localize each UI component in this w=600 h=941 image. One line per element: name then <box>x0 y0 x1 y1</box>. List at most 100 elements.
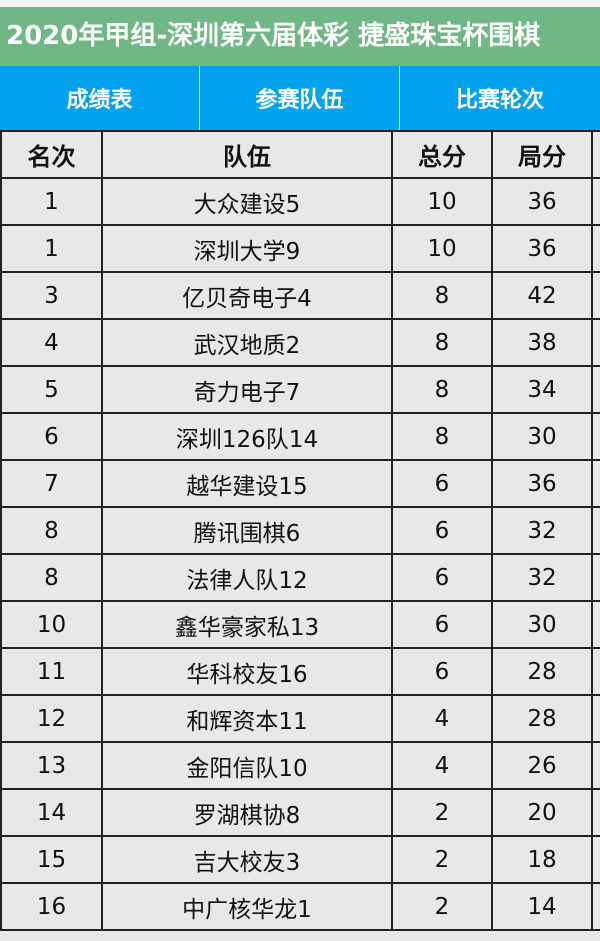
table-row[interactable]: 3 亿贝奇电子4 8 42 <box>0 271 600 320</box>
points-cell: 8 <box>391 365 493 414</box>
game-points-cell: 32 <box>491 553 593 602</box>
points-cell: 4 <box>391 694 493 743</box>
table-row[interactable]: 10 鑫华豪家私13 6 30 <box>0 600 600 649</box>
header-extra <box>591 130 600 179</box>
rank-cell: 13 <box>0 741 103 790</box>
game-points-cell: 28 <box>491 694 593 743</box>
rank-cell: 4 <box>0 318 103 367</box>
game-points-cell: 30 <box>491 412 593 461</box>
extra-cell <box>591 271 600 320</box>
game-points-cell: 34 <box>491 365 593 414</box>
tab-teams[interactable]: 参赛队伍 <box>200 66 400 130</box>
team-cell: 罗湖棋协8 <box>101 788 393 837</box>
extra-cell <box>591 177 600 226</box>
table-row[interactable]: 1 深圳大学9 10 36 <box>0 224 600 273</box>
extra-cell <box>591 694 600 743</box>
game-points-cell: 14 <box>491 882 593 931</box>
table-row[interactable]: 1 大众建设5 10 36 <box>0 177 600 226</box>
points-cell: 2 <box>391 835 493 884</box>
extra-cell <box>591 882 600 931</box>
table-row[interactable]: 16 中广核华龙1 2 14 <box>0 882 600 931</box>
team-cell: 法律人队12 <box>101 553 393 602</box>
header-points: 总分 <box>391 130 493 179</box>
table-row[interactable]: 13 金阳信队10 4 26 <box>0 741 600 790</box>
points-cell: 10 <box>391 177 493 226</box>
header-game-points: 局分 <box>491 130 593 179</box>
table-row[interactable]: 14 罗湖棋协8 2 20 <box>0 788 600 837</box>
table-row[interactable]: 7 越华建设15 6 36 <box>0 459 600 508</box>
points-cell: 4 <box>391 741 493 790</box>
rank-cell: 10 <box>0 600 103 649</box>
rank-cell: 1 <box>0 224 103 273</box>
tab-rounds[interactable]: 比赛轮次 <box>455 88 544 113</box>
points-cell: 10 <box>391 224 493 273</box>
extra-cell <box>591 741 600 790</box>
points-cell: 6 <box>391 553 493 602</box>
rank-cell: 8 <box>0 553 103 602</box>
rank-cell: 7 <box>0 459 103 508</box>
team-cell: 吉大校友3 <box>101 835 393 884</box>
table-header: 名次 队伍 总分 局分 <box>0 130 600 179</box>
table-row[interactable]: 4 武汉地质2 8 38 <box>0 318 600 367</box>
game-points-cell: 28 <box>491 647 593 696</box>
table-row[interactable]: 8 腾讯围棋6 6 32 <box>0 506 600 555</box>
rank-cell: 8 <box>0 506 103 555</box>
table-row[interactable]: 8 法律人队12 6 32 <box>0 553 600 602</box>
extra-cell <box>591 835 600 884</box>
game-points-cell: 26 <box>491 741 593 790</box>
points-cell: 8 <box>391 271 493 320</box>
extra-cell <box>591 647 600 696</box>
extra-cell <box>591 506 600 555</box>
team-cell: 和辉资本11 <box>101 694 393 743</box>
table-row[interactable]: 15 吉大校友3 2 18 <box>0 835 600 884</box>
team-cell: 深圳大学9 <box>101 224 393 273</box>
team-cell: 亿贝奇电子4 <box>101 271 393 320</box>
extra-cell <box>591 224 600 273</box>
points-cell: 6 <box>391 506 493 555</box>
rank-cell: 3 <box>0 271 103 320</box>
header-rank: 名次 <box>0 130 103 179</box>
team-cell: 越华建设15 <box>101 459 393 508</box>
standings-table: 名次 队伍 总分 局分 1 大众建设5 10 36 1 深圳大学9 10 36 3 亿贝奇电子4 8… <box>0 130 600 931</box>
game-points-cell: 32 <box>491 506 593 555</box>
game-points-cell: 36 <box>491 224 593 273</box>
points-cell: 2 <box>391 882 493 931</box>
table-row[interactable]: 5 奇力电子7 8 34 <box>0 365 600 414</box>
extra-cell <box>591 459 600 508</box>
table-row[interactable]: 11 华科校友16 6 28 <box>0 647 600 696</box>
points-cell: 2 <box>391 788 493 837</box>
team-cell: 金阳信队10 <box>101 741 393 790</box>
game-points-cell: 18 <box>491 835 593 884</box>
rank-cell: 12 <box>0 694 103 743</box>
extra-cell <box>591 600 600 649</box>
status-strip <box>0 0 600 7</box>
team-cell: 奇力电子7 <box>101 365 393 414</box>
points-cell: 6 <box>391 647 493 696</box>
team-cell: 大众建设5 <box>101 177 393 226</box>
table-row[interactable]: 6 深圳126队14 8 30 <box>0 412 600 461</box>
game-points-cell: 20 <box>491 788 593 837</box>
header-team: 队伍 <box>101 130 393 179</box>
game-points-cell: 42 <box>491 271 593 320</box>
team-cell: 武汉地质2 <box>101 318 393 367</box>
tab-bar: 成绩表 参赛队伍 比赛轮次 <box>0 66 600 130</box>
page-title: 2020年甲组-深圳第六届体彩 捷盛珠宝杯围棋 <box>0 7 600 66</box>
game-points-cell: 36 <box>491 459 593 508</box>
team-cell: 深圳126队14 <box>101 412 393 461</box>
extra-cell <box>591 788 600 837</box>
rank-cell: 14 <box>0 788 103 837</box>
extra-cell <box>591 553 600 602</box>
points-cell: 6 <box>391 459 493 508</box>
extra-cell <box>591 318 600 367</box>
table-row[interactable]: 12 和辉资本11 4 28 <box>0 694 600 743</box>
points-cell: 6 <box>391 600 493 649</box>
tab-standings[interactable]: 成绩表 <box>0 66 200 130</box>
rank-cell: 1 <box>0 177 103 226</box>
game-points-cell: 38 <box>491 318 593 367</box>
extra-cell <box>591 365 600 414</box>
rank-cell: 6 <box>0 412 103 461</box>
team-cell: 腾讯围棋6 <box>101 506 393 555</box>
game-points-cell: 30 <box>491 600 593 649</box>
team-cell: 中广核华龙1 <box>101 882 393 931</box>
team-cell: 鑫华豪家私13 <box>101 600 393 649</box>
